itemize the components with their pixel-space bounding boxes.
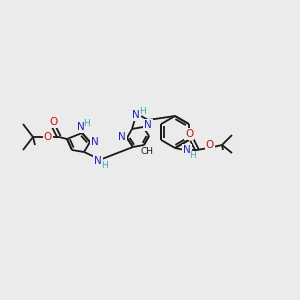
- Text: N: N: [183, 145, 191, 155]
- Text: N: N: [77, 122, 85, 132]
- Text: O: O: [185, 129, 193, 139]
- Text: N: N: [94, 156, 102, 166]
- Text: N: N: [91, 137, 99, 147]
- Text: N: N: [118, 132, 126, 142]
- Text: N: N: [132, 110, 140, 120]
- Text: O: O: [206, 140, 214, 150]
- Text: H: H: [190, 151, 196, 160]
- Text: O: O: [49, 117, 57, 127]
- Text: H: H: [139, 106, 145, 116]
- Text: O: O: [44, 132, 52, 142]
- Text: CH: CH: [140, 148, 154, 157]
- Text: N: N: [144, 120, 152, 130]
- Text: H: H: [84, 119, 90, 128]
- Text: H: H: [100, 161, 107, 170]
